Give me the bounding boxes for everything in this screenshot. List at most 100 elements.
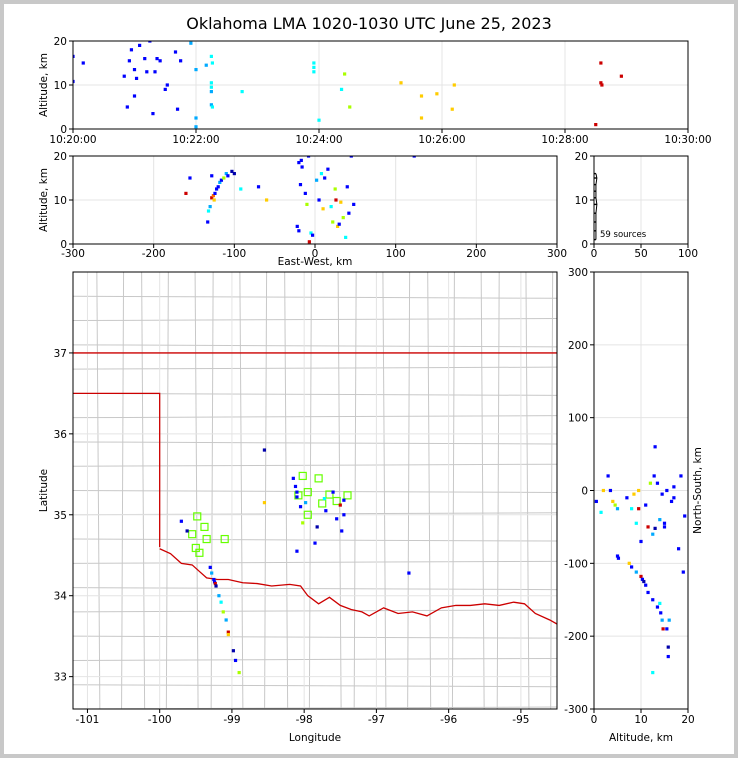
x-tick-label: 20 xyxy=(681,714,694,726)
y-axis-label: Latitude xyxy=(38,469,50,512)
time-source-point xyxy=(132,94,137,98)
ns-source-point xyxy=(653,526,657,530)
time-source-point xyxy=(165,83,169,87)
ew-source-point xyxy=(319,172,324,176)
ns-source-point xyxy=(646,590,650,595)
time-source-point xyxy=(153,70,157,74)
ew-source-point xyxy=(331,220,335,224)
ew-source-point xyxy=(334,198,338,202)
x-tick-label: -100 xyxy=(222,248,246,260)
x-tick-label: -96 xyxy=(440,714,457,726)
x-tick-label: -99 xyxy=(223,714,240,726)
time-source-point xyxy=(450,107,454,111)
county-line xyxy=(73,609,557,613)
ns-source-point xyxy=(608,488,613,493)
y-tick-label: 36 xyxy=(54,429,68,441)
map-source-point xyxy=(233,658,238,663)
map-source-point xyxy=(342,498,346,502)
county-line xyxy=(264,272,268,709)
x-tick-label: 200 xyxy=(466,248,486,260)
ns-source-point xyxy=(662,525,667,529)
map-source-point xyxy=(262,501,267,505)
time-source-point xyxy=(594,123,598,127)
county-line xyxy=(550,272,554,709)
map-source-point xyxy=(262,448,267,452)
time-source-point xyxy=(452,83,456,87)
ew-source-point xyxy=(224,172,228,176)
ew-source-point xyxy=(335,224,340,228)
time-source-point xyxy=(73,79,75,84)
lma-station-marker xyxy=(195,548,204,557)
ew-source-point xyxy=(214,187,219,191)
ew-source-point xyxy=(309,231,313,235)
ns-source-point xyxy=(648,481,652,485)
ew-source-point xyxy=(347,211,351,215)
ns-source-point xyxy=(658,601,662,605)
ew-source-point xyxy=(326,167,330,171)
lma-station-marker xyxy=(325,490,334,499)
y-tick-label: 0 xyxy=(581,486,588,498)
x-tick-label: 0 xyxy=(591,714,598,726)
county-line xyxy=(73,538,557,542)
ew-source-point xyxy=(329,205,333,209)
map-source-point xyxy=(185,529,189,533)
map-source-point xyxy=(295,549,299,553)
map-source-point xyxy=(338,503,342,507)
time-source-point xyxy=(419,116,424,120)
x-tick-label: 10:22:00 xyxy=(172,134,219,146)
time-source-point xyxy=(348,105,352,109)
county-line xyxy=(284,272,289,709)
data-marks xyxy=(73,41,687,675)
ns-source-point xyxy=(615,554,620,558)
ns-source-point xyxy=(651,598,655,602)
lma-station-marker xyxy=(332,496,341,506)
ns-source-point xyxy=(644,503,648,507)
map-source-point xyxy=(407,571,411,575)
state-border-panhandle xyxy=(73,392,161,548)
map-source-point xyxy=(322,496,326,501)
county-line xyxy=(210,272,214,709)
y-tick-label: 20 xyxy=(575,151,588,163)
map-source-point xyxy=(342,513,346,517)
ns-source-point xyxy=(665,488,669,493)
y-tick-label: 10 xyxy=(54,80,67,92)
ew-source-point xyxy=(295,224,299,228)
ns-source-point xyxy=(640,577,645,581)
time-source-point xyxy=(173,50,178,54)
map-source-point xyxy=(295,490,299,494)
county-line xyxy=(73,318,557,322)
y-tick-label: 33 xyxy=(54,672,67,684)
x-tick-label: 10:28:00 xyxy=(541,134,588,146)
ew-panel-frame xyxy=(72,155,558,245)
map-source-point xyxy=(213,581,217,586)
y-tick-label: 0 xyxy=(60,239,67,251)
time-source-point xyxy=(129,48,134,52)
y-tick-label: -100 xyxy=(564,558,588,570)
ew-source-point xyxy=(305,202,309,206)
lma-station-marker xyxy=(343,491,352,500)
ns-source-point xyxy=(660,492,664,496)
time-source-point xyxy=(599,81,603,85)
map-source-point xyxy=(335,517,339,521)
ew-source-point xyxy=(297,229,301,233)
time-source-point xyxy=(435,92,439,96)
time-source-point xyxy=(81,61,85,65)
time-source-point xyxy=(209,54,213,58)
time-source-point xyxy=(73,54,75,58)
ns-source-point xyxy=(653,445,657,449)
y-tick-label: 10 xyxy=(54,195,67,207)
map-source-point xyxy=(219,600,223,604)
ew-source-point xyxy=(349,156,353,158)
ew-source-point xyxy=(230,169,234,173)
time-source-point xyxy=(189,41,193,45)
ns-source-point xyxy=(672,496,676,500)
county-line xyxy=(451,272,455,709)
time-source-point xyxy=(312,61,316,65)
time-source-point xyxy=(312,65,316,69)
county-line xyxy=(73,344,557,348)
ew-source-point xyxy=(212,198,216,202)
map-source-point xyxy=(212,577,216,582)
time-source-point xyxy=(194,116,198,120)
ew-source-point xyxy=(206,220,210,224)
ns-source-point xyxy=(637,488,641,493)
